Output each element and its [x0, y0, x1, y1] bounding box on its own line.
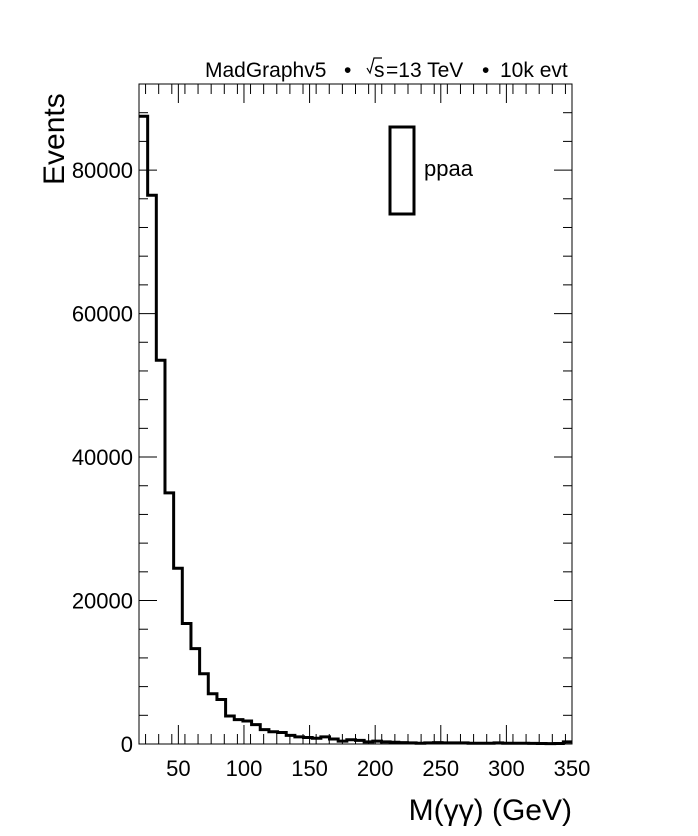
- header-sqrt-s: s: [374, 59, 385, 82]
- x-tick-label-50: 50: [166, 756, 190, 781]
- legend-label-ppaa: ppaa: [424, 156, 474, 181]
- series-ppaa-line: [139, 114, 572, 746]
- header-bullet-2: •: [482, 59, 489, 82]
- y-tick-label-80000: 80000: [72, 158, 133, 183]
- x-tick-label-150: 150: [291, 756, 328, 781]
- header-generator: MadGraphv5: [205, 59, 326, 82]
- header-energy: =13 TeV: [386, 59, 463, 82]
- x-tick-label-300: 300: [488, 756, 525, 781]
- sqrt-symbol: [366, 57, 382, 75]
- x-tick-label-250: 250: [422, 756, 459, 781]
- y-axis-title: Events: [38, 93, 71, 185]
- legend: ppaa: [388, 125, 474, 216]
- x-tick-label-350: 350: [554, 756, 591, 781]
- y-tick-label-20000: 20000: [72, 589, 133, 614]
- x-tick-label-200: 200: [357, 756, 394, 781]
- y-tick-label-0: 0: [121, 732, 133, 757]
- y-tick-label-40000: 40000: [72, 445, 133, 470]
- axis-ticks: [139, 84, 573, 745]
- plot-frame: [138, 83, 573, 745]
- y-tick-label-60000: 60000: [72, 302, 133, 327]
- axis-tick-labels: 50 100 150 200 250 300 350 0 20000 40000 60000 8000…: [72, 158, 591, 781]
- header-events: 10k evt: [500, 59, 568, 82]
- x-axis-title: M(γγ) (GeV): [409, 794, 572, 827]
- x-tick-label-100: 100: [226, 756, 263, 781]
- header-bullet-1: •: [344, 59, 351, 82]
- legend-swatch-ppaa: [388, 125, 416, 216]
